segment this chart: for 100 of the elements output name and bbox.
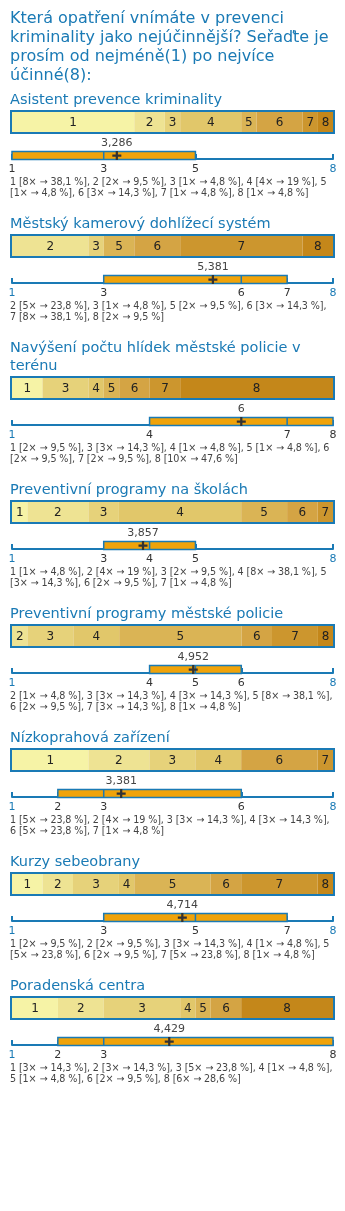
bar [42,378,89,398]
bar [119,626,242,646]
text: 1 [8× → 38,1 %], 2 [2× → 9,5 %], 3 [1× → 4,8 %], 4 [4× → 19 %], 5 [1× → 4,8 %], 6 [3× → 14,3 %], 7 [1× → 4,8 %], 8 [1× → 4,8 %] [9,175,328,198]
bar [256,112,303,132]
text: 1 [1× → 4,8 %], 2 [4× → 19 %], 3 [2× → 9,5 %], 4 [8× → 38,1 %], 5 [3× → 14,3 %], 6 [2× → 9,5 %], 7 [1× → 4,8 %] [9,565,328,588]
chart-title: Preventivní programy městské policie [9,604,285,623]
text: 4,952 [177,650,209,663]
series-label: 8 [252,381,261,395]
x-tick-label: 4 [146,676,154,689]
chart-title: Nízkoprahová zařízení [9,728,171,747]
bar [241,998,333,1018]
bar [287,502,318,522]
text: 1 [5× → 23,8 %], 2 [4× → 19 %], 3 [3× → 14,3 %], 4 [3× → 14,3 %], 6 [5× → 23,8 %], 7 [1× → 4,8 %] [9,813,331,836]
series-label: 8 [321,877,330,891]
x-tick-label: 1 [8,552,16,565]
x-tick-label: 1 [8,676,16,689]
series-label: 3 [92,877,100,891]
x-tick-label: 6 [237,676,245,689]
series-label: 2 [77,1001,85,1015]
x-tick-label: 8 [329,1048,337,1061]
series-label: 5 [115,239,123,253]
series-label: 5 [176,629,185,643]
series-label: 6 [222,1001,230,1015]
x-tick-label: 2 [54,800,62,813]
bar [27,502,89,522]
bar [103,236,135,256]
x-tick-label: 7 [283,428,291,441]
series-label: 3 [138,1001,146,1015]
series-label: 6 [275,115,284,129]
x-tick-label: 8 [329,286,337,299]
bar [180,236,303,256]
bar [12,378,43,398]
series-label: 8 [283,1001,291,1015]
text: 1 [2× → 9,5 %], 2 [2× → 9,5 %], 3 [3× → 14,3 %], 4 [1× → 4,8 %], 5 [5× → 23,8 %], 6 [2× → 9,5 %], 7 [5× → 23,8 %], 8 [1× → 4,8 %] [9,937,331,960]
x-tick-label: 5 [191,552,199,565]
x-tick-label: 8 [329,428,337,441]
x-tick-label: 1 [8,286,16,299]
x-tick-label: 8 [329,676,337,689]
bar [195,750,242,770]
series-label: 5 [260,505,268,519]
text: 4,429 [153,1022,185,1035]
series-label: 6 [252,629,261,643]
bar [57,998,104,1018]
x-tick-label: 8 [329,924,337,937]
bar [118,502,242,522]
x-tick-label: 6 [237,800,245,813]
bar [180,998,196,1018]
x-tick-label: 5 [191,162,199,175]
series-label: 8 [313,239,322,253]
series-label: 1 [23,877,32,891]
x-tick-label: 3 [100,552,108,565]
bar [272,626,318,646]
series-label: 1 [23,381,32,395]
text: 3,857 [127,526,159,539]
series-label: 4 [214,753,223,767]
bar [210,998,242,1018]
series-label: 2 [15,629,24,643]
series-label: 1 [15,505,24,519]
bar [88,502,119,522]
bar [88,378,104,398]
chart-title: Která opatření vnímáte v prevenci kriminality jako nejúčinnější? Seřaďte je prosím od nejméně(1) po nejvíce účinné(8): [9,8,330,86]
series-label: 7 [275,877,284,891]
chart-title: Kurzy sebeobrany [9,852,142,871]
text: 2 [5× → 23,8 %], 3 [1× → 4,8 %], 5 [2× → 9,5 %], 6 [3× → 14,3 %], 7 [8× → 38,1 %], 8 [2× → 9,5 %] [9,299,328,322]
series-label: 2 [53,877,62,891]
bar [73,626,120,646]
text: 6 [237,402,245,415]
bar [149,750,196,770]
text: 2 [1× → 4,8 %], 3 [3× → 14,3 %], 4 [3× → 14,3 %], 5 [8× → 38,1 %], 6 [2× → 9,5 %], 7 [3× → 14,3 %], 8 [1× → 4,8 %] [9,689,334,712]
series-label: 5 [199,1001,207,1015]
bar [210,874,242,894]
bar [103,998,181,1018]
series-label: 7 [306,115,315,129]
series-label: 7 [237,239,246,253]
series-label: 1 [46,753,55,767]
text: 3,286 [101,136,133,149]
x-tick-label: 3 [100,924,108,937]
series-label: 2 [54,505,62,519]
x-tick-label: 3 [100,1048,108,1061]
bar [134,236,181,256]
bar [12,236,89,256]
bar [12,874,43,894]
series-label: 3 [99,505,108,519]
bar [149,378,181,398]
x-tick-label: 7 [283,924,291,937]
series-label: 7 [321,753,330,767]
series-label: 1 [69,115,77,129]
series-label: 5 [168,877,177,891]
bar [88,236,104,256]
bar [12,998,58,1018]
x-tick-label: 3 [100,800,108,813]
x-tick-label: 1 [8,800,16,813]
series-label: 3 [61,381,70,395]
bar [241,874,318,894]
bar [12,112,135,132]
series-label: 8 [321,115,330,129]
x-tick-label: 1 [8,924,16,937]
series-label: 2 [145,115,154,129]
series-label: 2 [46,239,55,253]
bar [302,236,333,256]
